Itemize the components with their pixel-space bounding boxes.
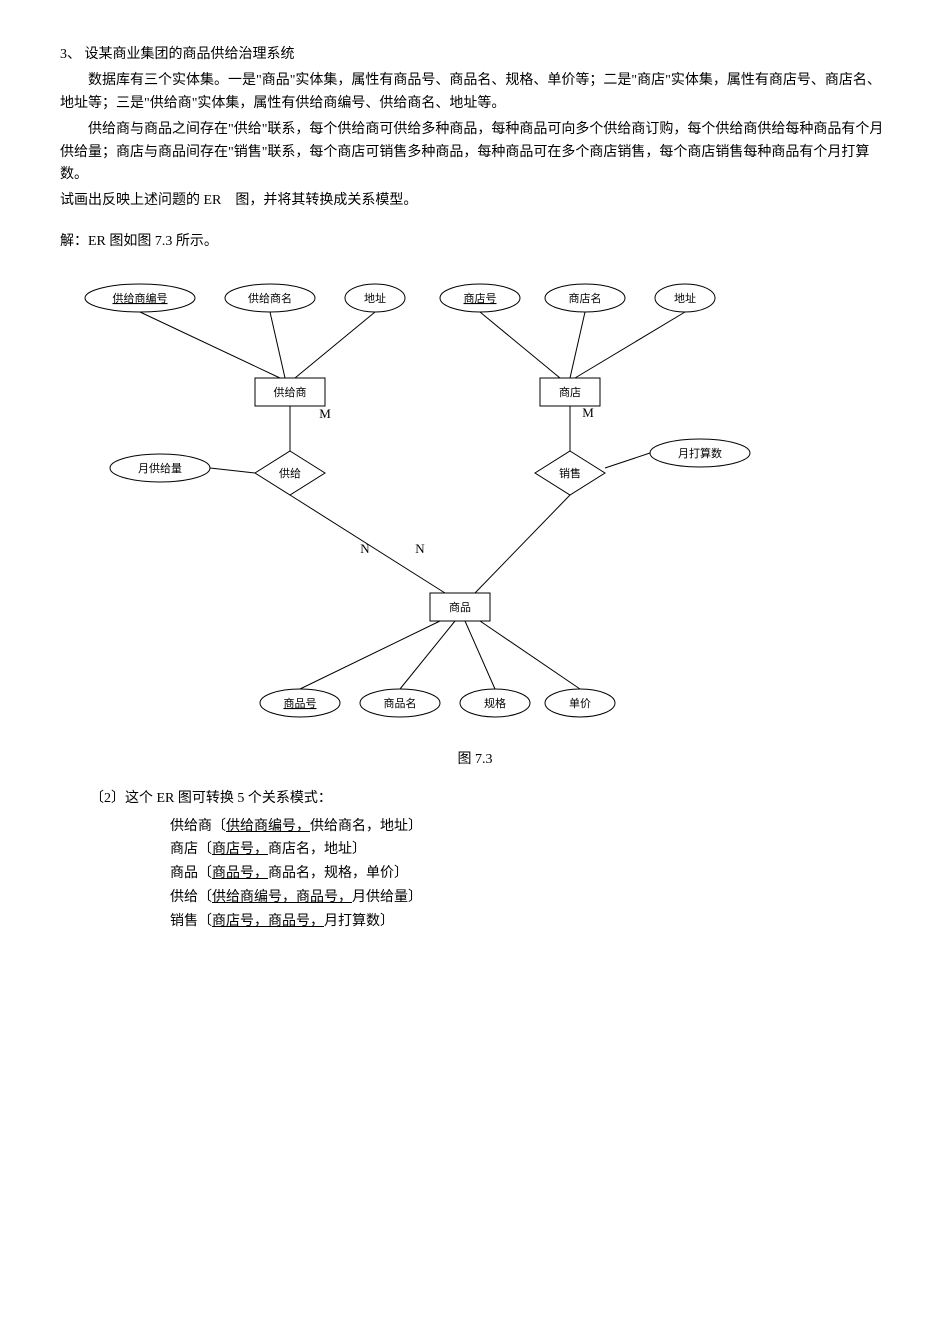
svg-text:单价: 单价 bbox=[569, 697, 591, 710]
svg-text:供给: 供给 bbox=[279, 466, 301, 480]
paragraph-1: 数据库有三个实体集。一是"商品"实体集，属性有商品号、商品名、规格、单价等；二是… bbox=[60, 70, 890, 115]
svg-text:供给商名: 供给商名 bbox=[248, 291, 292, 305]
svg-text:商品号: 商品号 bbox=[284, 696, 317, 710]
svg-text:商店: 商店 bbox=[559, 385, 581, 399]
svg-text:地址: 地址 bbox=[364, 291, 386, 305]
svg-text:商店名: 商店名 bbox=[569, 291, 602, 305]
schema-line: 商品〔商品号，商品名，规格，单价〕 bbox=[170, 862, 890, 886]
svg-text:供给商编号: 供给商编号 bbox=[113, 291, 168, 305]
svg-text:月供给量: 月供给量 bbox=[138, 461, 182, 475]
er-diagram: 供给商编号 供给商名 地址 商店号 商店名 地址月供给量 月打算数 供给商 商店供给 销售商品商品… bbox=[60, 273, 890, 738]
svg-text:商品: 商品 bbox=[449, 600, 471, 614]
schema-line: 供给商〔供给商编号，供给商名，地址〕 bbox=[170, 815, 890, 839]
part2-title: 〔2〕这个 ER 图可转换 5 个关系模式： bbox=[90, 788, 890, 810]
svg-text:商店号: 商店号 bbox=[464, 291, 497, 305]
svg-text:N: N bbox=[415, 541, 425, 556]
paragraph-3: 试画出反映上述问题的 ER 图，并将其转换成关系模型。 bbox=[60, 190, 890, 212]
paragraph-2: 供给商与商品之间存在"供给"联系，每个供给商可供给多种商品，每种商品可向多个供给… bbox=[60, 119, 890, 186]
answer-label: 解：ER 图如图 7.3 所示。 bbox=[60, 231, 890, 253]
svg-text:月打算数: 月打算数 bbox=[678, 446, 722, 460]
question-title: 3、 设某商业集团的商品供给治理系统 bbox=[60, 44, 890, 66]
schema-line: 商店〔商店号，商店名，地址〕 bbox=[170, 838, 890, 862]
svg-text:N: N bbox=[360, 541, 370, 556]
relational-schemas: 供给商〔供给商编号，供给商名，地址〕商店〔商店号，商店名，地址〕商品〔商品号，商… bbox=[170, 815, 890, 934]
svg-text:商品名: 商品名 bbox=[384, 696, 417, 710]
svg-text:销售: 销售 bbox=[559, 466, 581, 480]
schema-line: 销售〔商店号，商品号，月打算数〕 bbox=[170, 910, 890, 934]
figure-caption: 图 7.3 bbox=[60, 748, 890, 768]
schema-line: 供给〔供给商编号，商品号，月供给量〕 bbox=[170, 886, 890, 910]
svg-text:M: M bbox=[319, 406, 331, 421]
svg-text:M: M bbox=[582, 405, 594, 420]
svg-text:地址: 地址 bbox=[674, 291, 696, 305]
svg-text:规格: 规格 bbox=[484, 696, 506, 710]
svg-text:供给商: 供给商 bbox=[274, 385, 307, 399]
